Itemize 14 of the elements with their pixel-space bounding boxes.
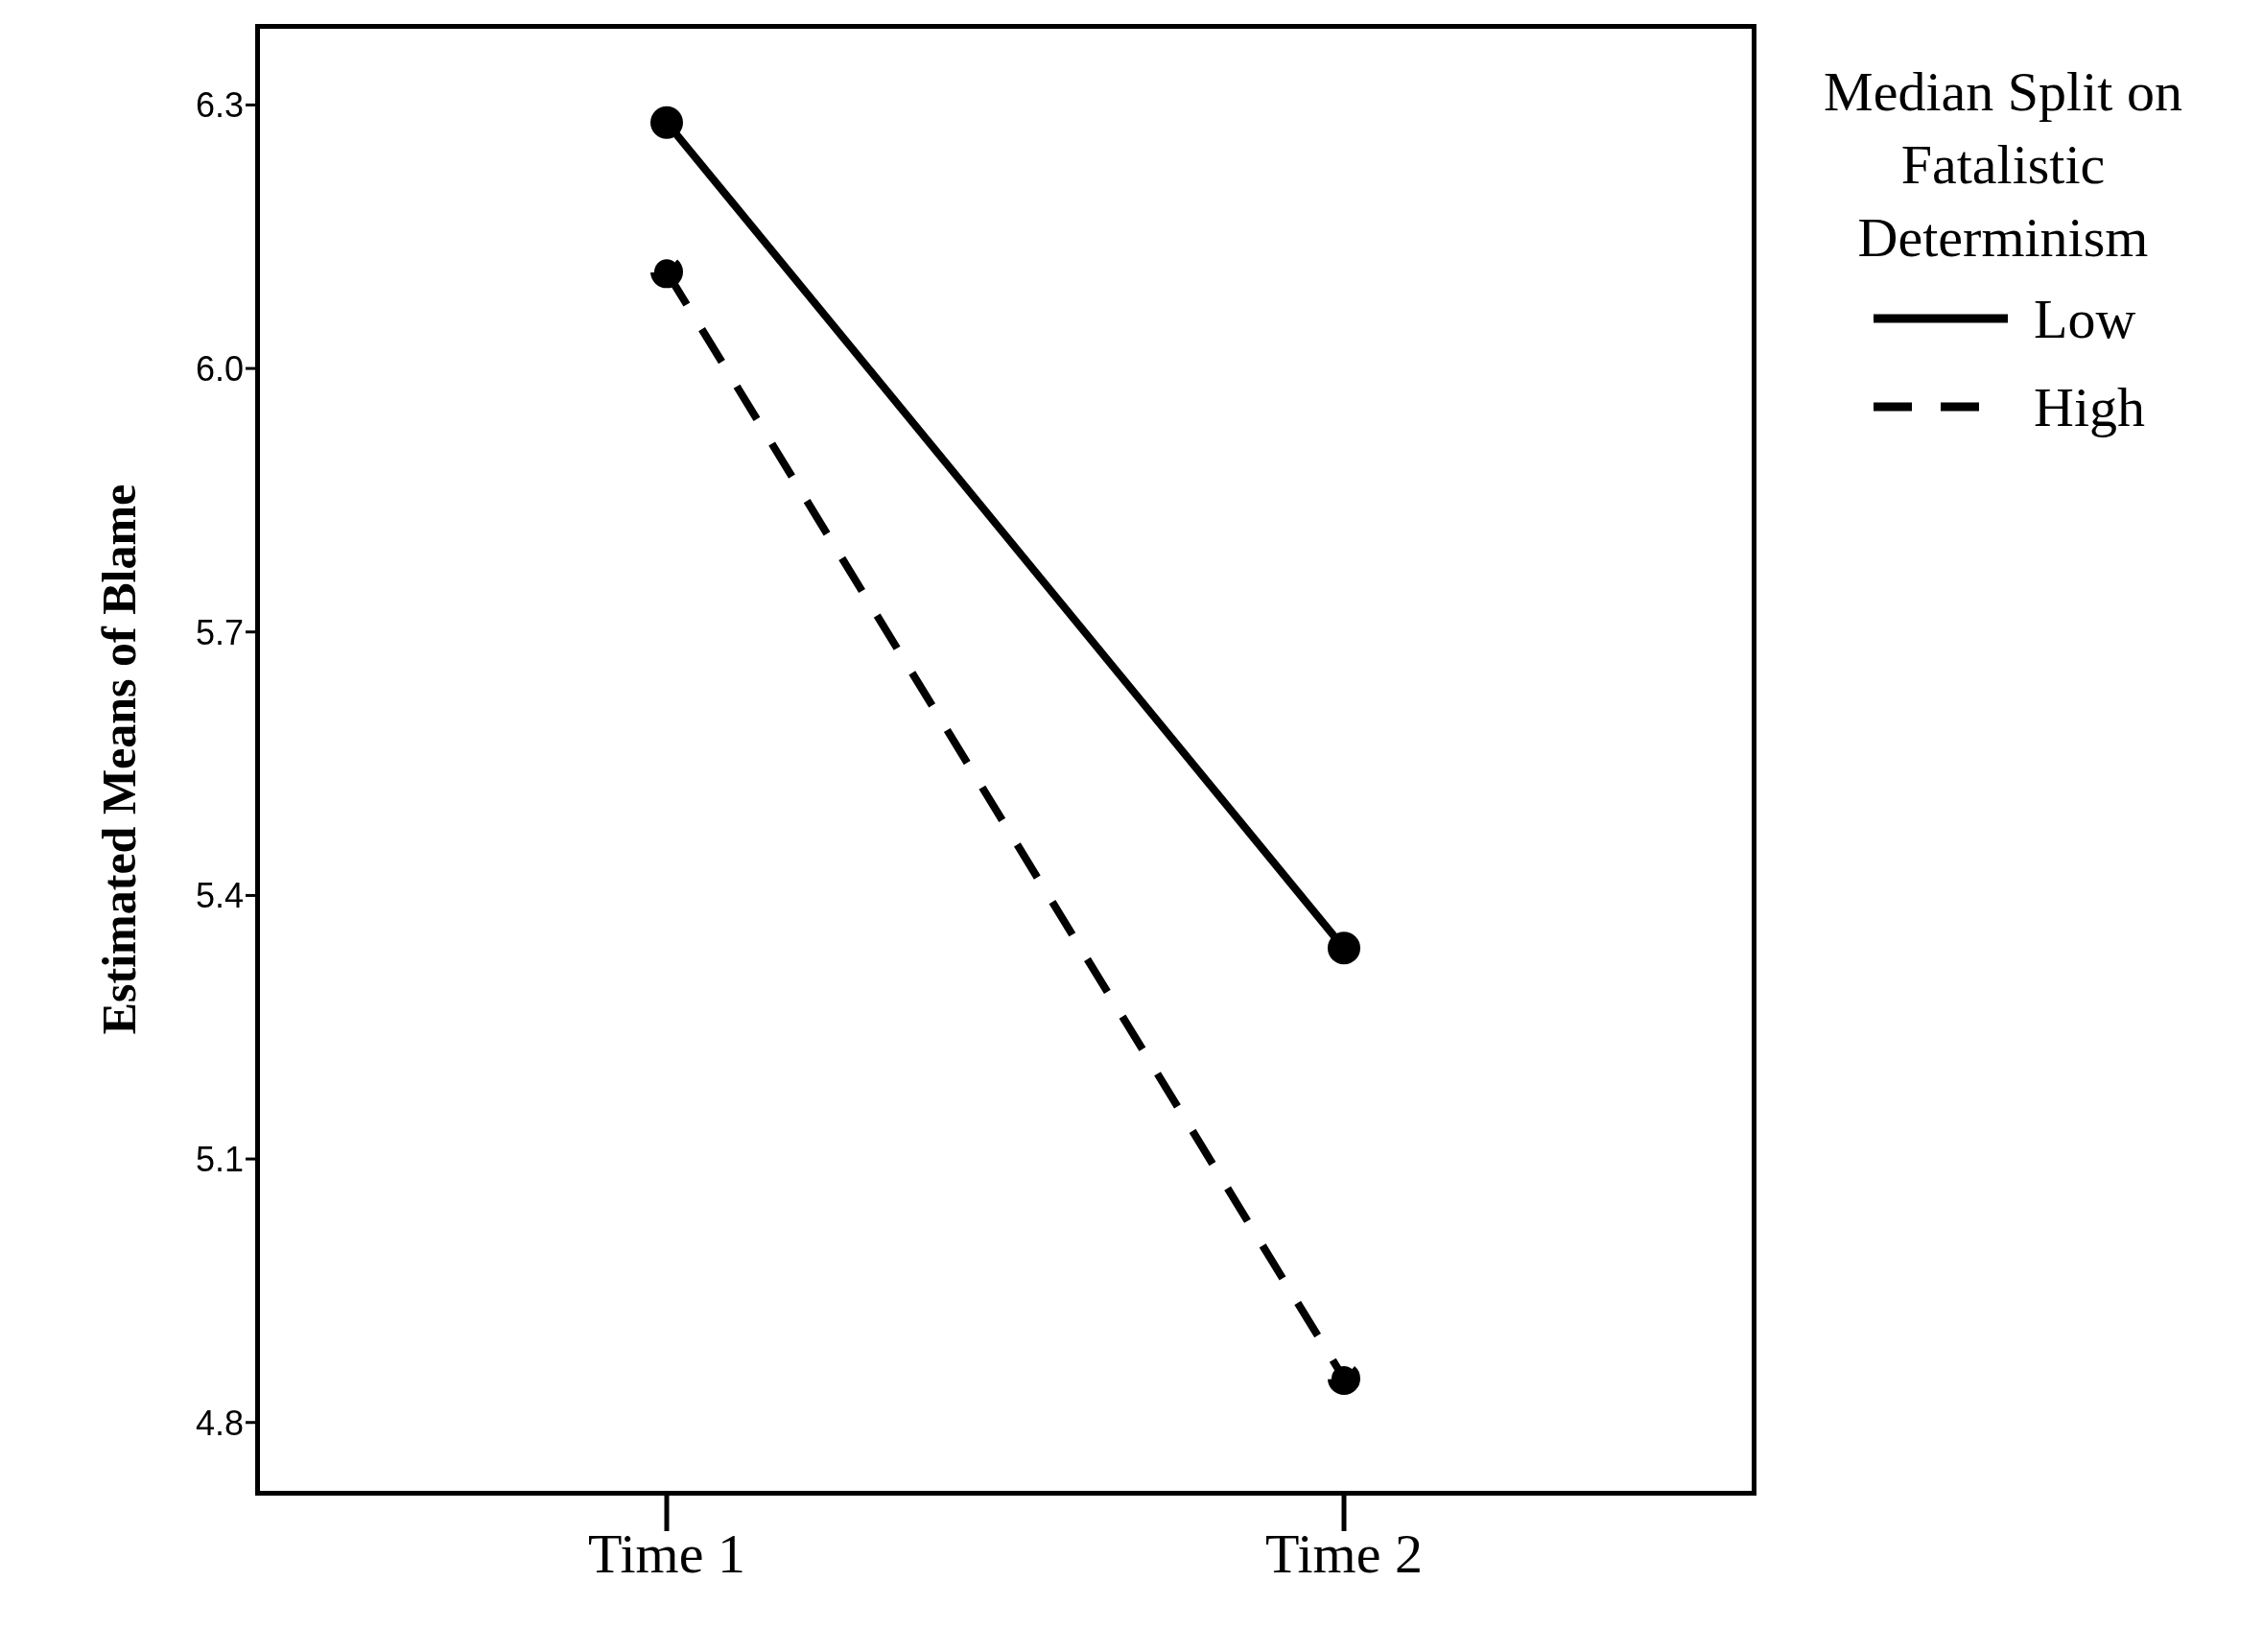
y-tick-label: 5.7 [195, 612, 244, 652]
y-tick-label: 6.3 [195, 85, 244, 126]
legend-label: High [2034, 374, 2145, 439]
legend-title: Median Split on Fatalistic Determinism [1823, 59, 2183, 271]
y-tick-label: 4.8 [195, 1403, 244, 1443]
legend-label: Low [2034, 286, 2136, 351]
y-axis-title: Estimated Means of Blame [91, 484, 146, 1035]
y-tick-label: 5.1 [195, 1139, 244, 1179]
y-tick-label: 5.4 [195, 876, 244, 916]
x-tick-label: Time 1 [588, 1522, 745, 1586]
x-tick-label: Time 2 [1265, 1522, 1423, 1586]
y-tick-label: 6.0 [195, 348, 244, 389]
point [650, 106, 683, 139]
point [1328, 932, 1360, 965]
